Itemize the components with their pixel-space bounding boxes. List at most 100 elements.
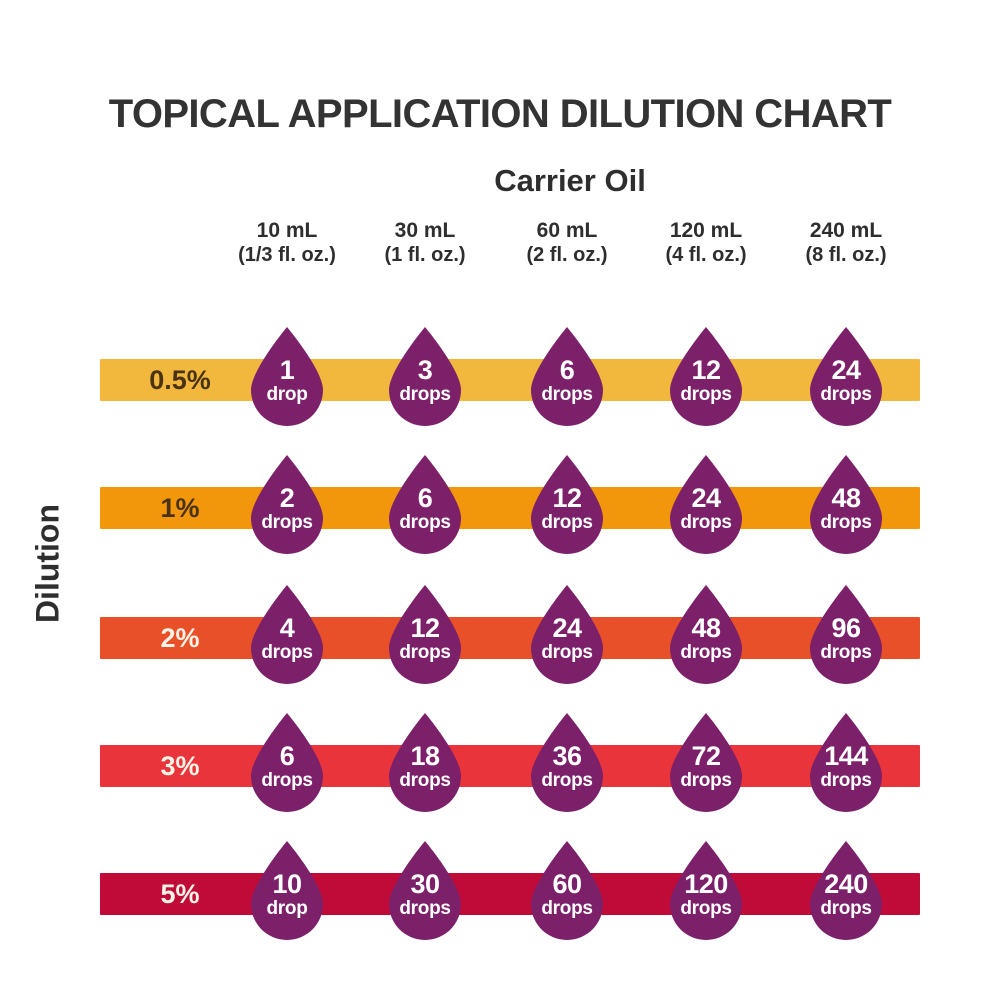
carrier-oil-heading: Carrier Oil	[494, 163, 646, 198]
drop-count: 6	[417, 483, 433, 513]
chart-row: 2% 4 drops 12 drops 24 drops 48 drops 96 drops	[0, 578, 1000, 698]
droplet-shape	[810, 841, 882, 940]
droplet-shape	[670, 455, 742, 554]
droplet-cell: 12 drops	[524, 454, 610, 558]
dilution-percent-label: 3%	[160, 751, 200, 781]
droplet-shape	[251, 713, 323, 812]
droplet-text: 1 drop	[244, 356, 330, 406]
droplet-cell: 30 drops	[382, 840, 468, 944]
droplet-text: 10 drop	[244, 870, 330, 920]
drop-unit: drop	[266, 384, 308, 405]
drop-unit: drops	[399, 898, 451, 919]
column-ounces: (2 fl. oz.)	[526, 244, 608, 266]
column-header-3: 60 mL (2 fl. oz.)	[487, 218, 647, 268]
droplet-shape	[810, 713, 882, 812]
drop-unit: drops	[399, 384, 451, 405]
droplet-shape	[670, 327, 742, 426]
drop-unit: drops	[261, 512, 313, 533]
droplet-shape	[670, 713, 742, 812]
column-header-4: 120 mL (4 fl. oz.)	[626, 218, 786, 268]
droplet-text: 12 drops	[663, 356, 749, 406]
column-ounces: (1/3 fl. oz.)	[238, 244, 336, 266]
droplet-text: 12 drops	[382, 614, 468, 664]
droplet-text: 6 drops	[244, 742, 330, 792]
droplet-shape	[670, 841, 742, 940]
column-volume: 120 mL	[669, 219, 743, 242]
droplet-text: 36 drops	[524, 742, 610, 792]
droplet-cell: 2 drops	[244, 454, 330, 558]
column-headers: 10 mL (1/3 fl. oz.) 30 mL (1 fl. oz.) 60 mL(…	[190, 218, 950, 288]
droplet-text: 4 drops	[244, 614, 330, 664]
drop-count: 24	[691, 483, 721, 513]
dilution-bar	[100, 745, 920, 787]
droplet-shape	[251, 327, 323, 426]
drop-unit: drops	[261, 642, 313, 663]
droplet-cell: 10 drop	[244, 840, 330, 944]
chart-row: 0.5% 1 drop 3 drops 6 drops 12 drops 24 drops	[0, 320, 1000, 440]
droplet-shape	[389, 841, 461, 940]
chart-row: 3% 6 drops 18 drops 36 drops 72 drops 144 drops	[0, 706, 1000, 826]
page-title: TOPICAL APPLICATION DILUTION CHART	[108, 92, 892, 136]
droplet-cell: 6 drops	[382, 454, 468, 558]
droplet-cell: 24 drops	[663, 454, 749, 558]
drop-unit: drops	[680, 642, 732, 663]
dilution-bar	[100, 617, 920, 659]
droplet-shape	[810, 327, 882, 426]
droplet-shape	[389, 455, 461, 554]
chart-row: 5% 10 drop 30 drops 60 drops 120 drops 240 drops	[0, 834, 1000, 954]
droplet-text: 18 drops	[382, 742, 468, 792]
drop-unit: drops	[820, 512, 872, 533]
droplet-shape	[251, 455, 323, 554]
droplet-text: 3 drops	[382, 356, 468, 406]
column-volume: 10 mL	[256, 219, 318, 242]
droplet-text: 60 drops	[524, 870, 610, 920]
drop-count: 12	[410, 613, 440, 643]
droplet-cell: 48 drops	[803, 454, 889, 558]
droplet-cell: 144 drops	[803, 712, 889, 816]
column-volume: 240 mL	[809, 219, 883, 242]
drop-count: 48	[691, 613, 721, 643]
drop-count: 12	[691, 355, 721, 385]
drop-count: 48	[831, 483, 861, 513]
droplet-cell: 12 drops	[663, 326, 749, 430]
dilution-percent-label: 5%	[160, 879, 200, 909]
dilution-percent-label: 2%	[160, 623, 200, 653]
droplet-text: 120 drops	[663, 870, 749, 920]
dilution-percent-label: 1%	[160, 493, 200, 523]
column-volume: 30 mL	[394, 219, 456, 242]
droplet-shape	[810, 455, 882, 554]
drop-count: 24	[831, 355, 861, 385]
drop-unit: drop	[266, 898, 308, 919]
drop-unit: drops	[680, 384, 732, 405]
drop-unit: drops	[680, 898, 732, 919]
droplet-shape	[251, 841, 323, 940]
droplet-text: 48 drops	[803, 484, 889, 534]
drop-count: 120	[684, 869, 728, 899]
droplet-cell: 12 drops	[382, 584, 468, 688]
drop-unit: drops	[820, 770, 872, 791]
droplet-shape	[531, 455, 603, 554]
drop-unit: drops	[399, 770, 451, 791]
droplet-shape	[251, 585, 323, 684]
dilution-bar	[100, 487, 920, 529]
droplet-cell: 48 drops	[663, 584, 749, 688]
droplet-shape	[531, 713, 603, 812]
drop-unit: drops	[541, 642, 593, 663]
drop-count: 3	[417, 355, 433, 385]
droplet-shape	[531, 841, 603, 940]
drop-count: 60	[552, 869, 582, 899]
column-header-1: 10 mL (1/3 fl. oz.)	[207, 218, 367, 268]
drop-count: 24	[552, 613, 582, 643]
droplet-shape	[810, 585, 882, 684]
column-header-5: 240 mL (8 fl. oz.)	[766, 218, 926, 268]
droplet-cell: 6 drops	[524, 326, 610, 430]
drop-unit: drops	[680, 512, 732, 533]
drop-unit: drops	[541, 384, 593, 405]
droplet-cell: 18 drops	[382, 712, 468, 816]
droplet-cell: 4 drops	[244, 584, 330, 688]
droplet-cell: 24 drops	[524, 584, 610, 688]
droplet-cell: 36 drops	[524, 712, 610, 816]
droplet-cell: 96 drops	[803, 584, 889, 688]
dilution-bar	[100, 359, 920, 401]
